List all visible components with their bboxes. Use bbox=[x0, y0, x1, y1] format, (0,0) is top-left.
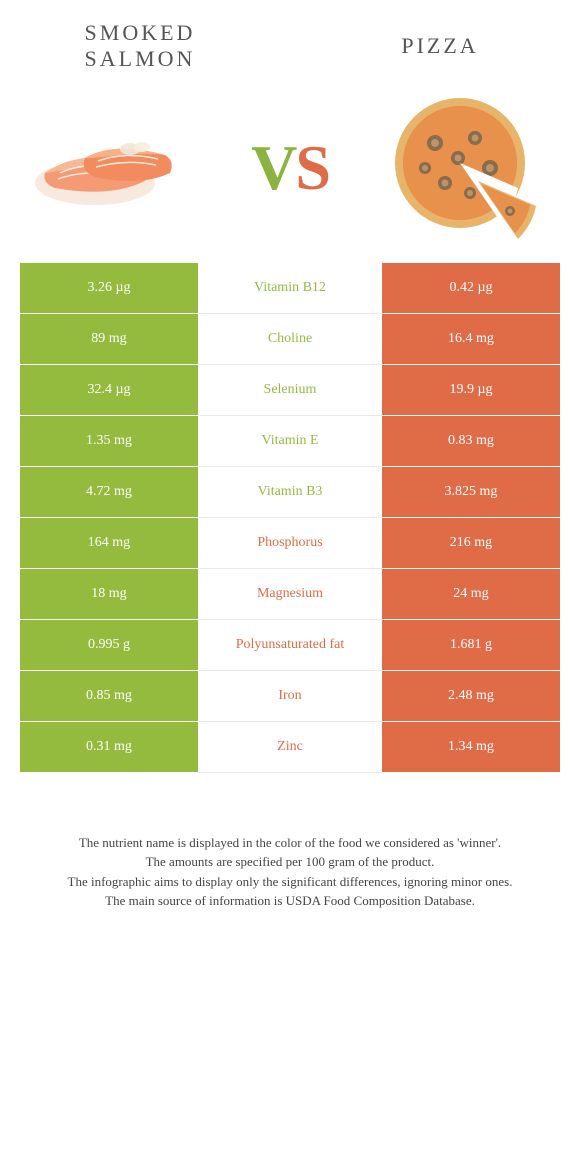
cell-nutrient: Vitamin B3 bbox=[198, 467, 382, 518]
cell-left: 0.995 g bbox=[20, 620, 198, 671]
cell-right: 24 mg bbox=[382, 569, 560, 620]
images-row: VS bbox=[0, 83, 580, 263]
cell-nutrient: Iron bbox=[198, 671, 382, 722]
cell-nutrient: Magnesium bbox=[198, 569, 382, 620]
pizza-image bbox=[380, 103, 550, 233]
cell-left: 89 mg bbox=[20, 314, 198, 365]
cell-nutrient: Selenium bbox=[198, 365, 382, 416]
cell-right: 19.9 µg bbox=[382, 365, 560, 416]
cell-right: 2.48 mg bbox=[382, 671, 560, 722]
table-row: 3.26 µgVitamin B120.42 µg bbox=[20, 263, 560, 314]
table-row: 0.85 mgIron2.48 mg bbox=[20, 671, 560, 722]
cell-right: 16.4 mg bbox=[382, 314, 560, 365]
cell-right: 0.83 mg bbox=[382, 416, 560, 467]
cell-left: 0.31 mg bbox=[20, 722, 198, 773]
footer-line2: The amounts are specified per 100 gram o… bbox=[40, 852, 540, 872]
footer-line4: The main source of information is USDA F… bbox=[40, 891, 540, 911]
cell-left: 32.4 µg bbox=[20, 365, 198, 416]
cell-nutrient: Polyunsaturated fat bbox=[198, 620, 382, 671]
table-row: 164 mgPhosphorus216 mg bbox=[20, 518, 560, 569]
cell-nutrient: Vitamin E bbox=[198, 416, 382, 467]
footer-notes: The nutrient name is displayed in the co… bbox=[0, 773, 580, 931]
vs-s: S bbox=[295, 132, 329, 203]
pizza-icon bbox=[380, 93, 550, 243]
table-row: 0.995 gPolyunsaturated fat1.681 g bbox=[20, 620, 560, 671]
header-titles: SMOKED SALMON PIZZA bbox=[0, 0, 580, 83]
vs-label: VS bbox=[251, 131, 329, 205]
cell-right: 0.42 µg bbox=[382, 263, 560, 314]
cell-right: 1.681 g bbox=[382, 620, 560, 671]
cell-left: 18 mg bbox=[20, 569, 198, 620]
footer-line1: The nutrient name is displayed in the co… bbox=[40, 833, 540, 853]
title-right: PIZZA bbox=[350, 33, 530, 59]
salmon-icon bbox=[30, 113, 200, 223]
title-left-line1: SMOKED bbox=[85, 20, 196, 45]
cell-nutrient: Choline bbox=[198, 314, 382, 365]
infographic-container: SMOKED SALMON PIZZA VS bbox=[0, 0, 580, 931]
table-row: 1.35 mgVitamin E0.83 mg bbox=[20, 416, 560, 467]
vs-v: V bbox=[251, 132, 295, 203]
cell-left: 3.26 µg bbox=[20, 263, 198, 314]
table-row: 4.72 mgVitamin B33.825 mg bbox=[20, 467, 560, 518]
comparison-table: 3.26 µgVitamin B120.42 µg89 mgCholine16.… bbox=[20, 263, 560, 773]
cell-right: 3.825 mg bbox=[382, 467, 560, 518]
cell-left: 4.72 mg bbox=[20, 467, 198, 518]
cell-left: 164 mg bbox=[20, 518, 198, 569]
table-row: 18 mgMagnesium24 mg bbox=[20, 569, 560, 620]
table-row: 32.4 µgSelenium19.9 µg bbox=[20, 365, 560, 416]
cell-left: 1.35 mg bbox=[20, 416, 198, 467]
title-left: SMOKED SALMON bbox=[50, 20, 230, 73]
title-left-line2: SALMON bbox=[85, 46, 196, 71]
table-row: 0.31 mgZinc1.34 mg bbox=[20, 722, 560, 773]
cell-left: 0.85 mg bbox=[20, 671, 198, 722]
cell-nutrient: Vitamin B12 bbox=[198, 263, 382, 314]
cell-right: 1.34 mg bbox=[382, 722, 560, 773]
cell-nutrient: Phosphorus bbox=[198, 518, 382, 569]
salmon-image bbox=[30, 103, 200, 233]
cell-nutrient: Zinc bbox=[198, 722, 382, 773]
table-row: 89 mgCholine16.4 mg bbox=[20, 314, 560, 365]
footer-line3: The infographic aims to display only the… bbox=[40, 872, 540, 892]
cell-right: 216 mg bbox=[382, 518, 560, 569]
